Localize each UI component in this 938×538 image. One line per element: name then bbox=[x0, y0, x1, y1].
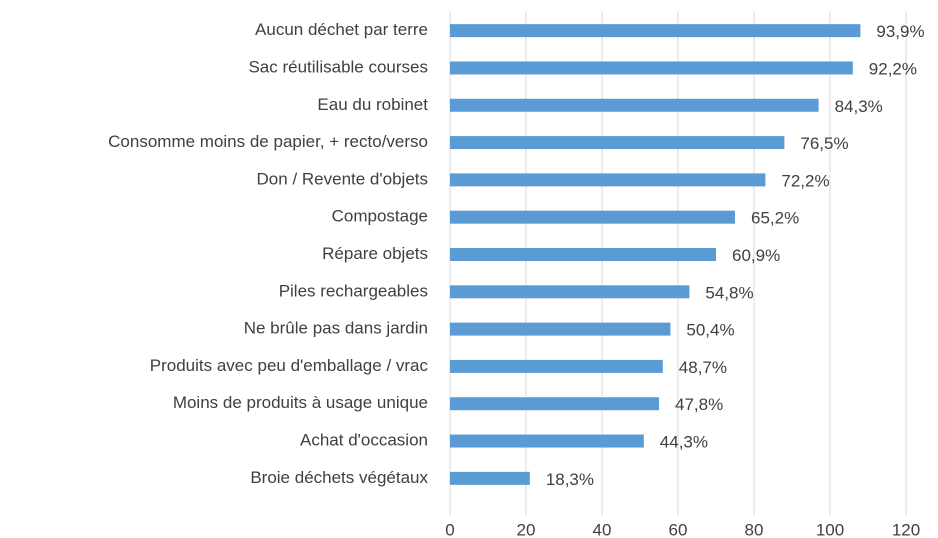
data-label: 50,4% bbox=[686, 321, 734, 340]
data-label: 84,3% bbox=[835, 97, 883, 116]
y-tick-label: Don / Revente d'objets bbox=[257, 169, 428, 188]
data-label: 65,2% bbox=[751, 209, 799, 228]
data-label: 93,9% bbox=[876, 22, 924, 41]
bar bbox=[450, 322, 671, 336]
y-tick-label: Eau du robinet bbox=[317, 95, 428, 114]
y-tick-label: Sac réutilisable courses bbox=[248, 57, 428, 76]
bar bbox=[450, 434, 644, 448]
bar bbox=[450, 397, 659, 411]
y-tick-label: Consomme moins de papier, + recto/verso bbox=[108, 132, 428, 151]
x-tick-label: 40 bbox=[593, 520, 612, 538]
data-label: 76,5% bbox=[800, 134, 848, 153]
y-tick-label: Répare objets bbox=[322, 244, 428, 263]
data-label: 44,3% bbox=[660, 433, 708, 452]
y-tick-label: Broie déchets végétaux bbox=[250, 468, 428, 487]
data-label: 72,2% bbox=[781, 171, 829, 190]
x-tick-label: 120 bbox=[892, 520, 920, 538]
bar bbox=[450, 359, 663, 373]
x-tick-label: 60 bbox=[669, 520, 688, 538]
y-tick-label: Aucun déchet par terre bbox=[255, 20, 428, 39]
y-tick-label: Compostage bbox=[332, 207, 428, 226]
data-label: 60,9% bbox=[732, 246, 780, 265]
data-label: 18,3% bbox=[546, 470, 594, 489]
x-tick-label: 100 bbox=[816, 520, 844, 538]
x-tick-label: 0 bbox=[445, 520, 454, 538]
bar bbox=[450, 98, 819, 112]
y-tick-label: Moins de produits à usage unique bbox=[173, 393, 428, 412]
data-label: 47,8% bbox=[675, 395, 723, 414]
bar bbox=[450, 471, 530, 485]
data-label: 92,2% bbox=[869, 59, 917, 78]
y-tick-label: Achat d'occasion bbox=[300, 431, 428, 450]
bar bbox=[450, 24, 861, 38]
bar bbox=[450, 285, 690, 299]
bar bbox=[450, 210, 735, 224]
y-tick-label: Ne brûle pas dans jardin bbox=[244, 319, 428, 338]
data-label: 54,8% bbox=[705, 283, 753, 302]
bar bbox=[450, 248, 716, 261]
bar bbox=[450, 173, 766, 187]
data-label: 48,7% bbox=[679, 358, 727, 377]
y-tick-label: Piles rechargeables bbox=[279, 281, 428, 300]
y-tick-label: Produits avec peu d'emballage / vrac bbox=[150, 356, 429, 375]
x-tick-label: 20 bbox=[517, 520, 536, 538]
bar bbox=[450, 136, 785, 150]
x-tick-label: 80 bbox=[745, 520, 764, 538]
bar bbox=[450, 61, 853, 75]
